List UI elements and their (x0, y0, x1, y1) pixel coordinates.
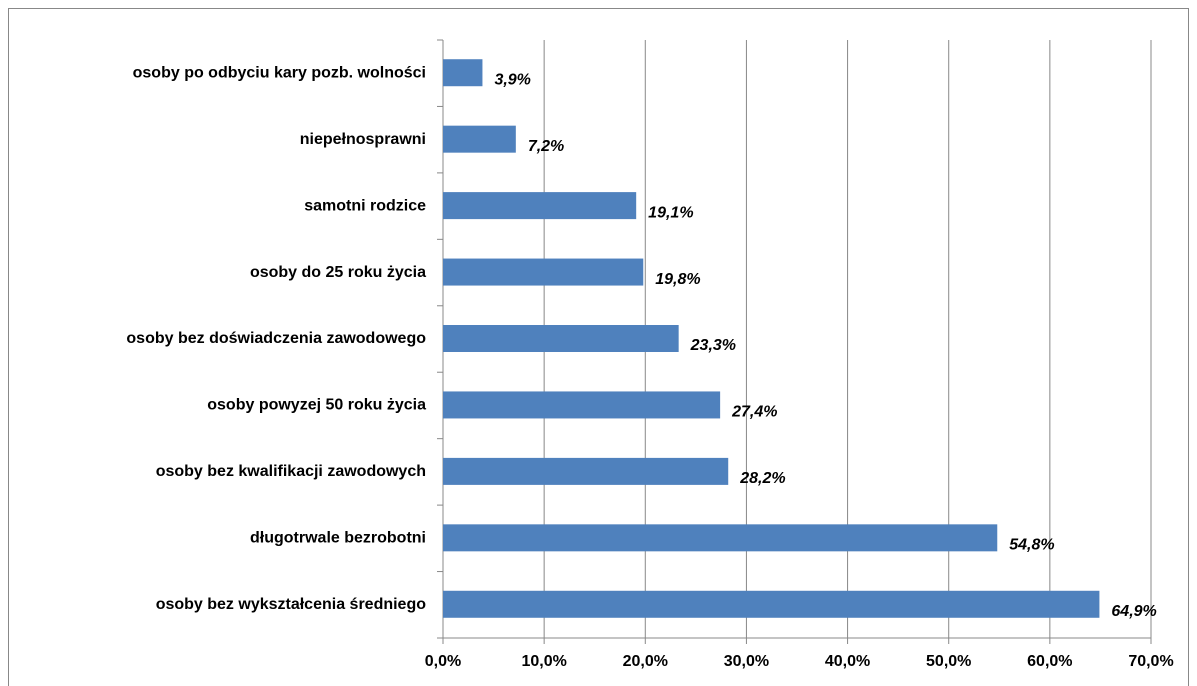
value-label: 23,3% (690, 337, 736, 354)
value-label: 64,9% (1111, 603, 1156, 620)
chart-frame (8, 8, 1189, 686)
value-label: 27,4% (731, 404, 777, 421)
bar (443, 457, 729, 485)
y-tick-label: niepełnosprawni (300, 131, 426, 148)
y-tick-label: osoby po odbyciu kary pozb. wolności (133, 64, 426, 81)
x-tick-label: 10,0% (521, 653, 566, 670)
value-label: 19,8% (655, 271, 700, 288)
y-tick-label: osoby do 25 roku życia (250, 264, 426, 281)
value-label: 3,9% (494, 71, 530, 88)
bar (443, 258, 644, 286)
y-tick-label: osoby bez wykształcenia średniego (156, 596, 427, 613)
bar (443, 391, 721, 419)
x-tick-label: 0,0% (425, 653, 461, 670)
value-label: 54,8% (1009, 537, 1054, 554)
value-label: 7,2% (528, 138, 564, 155)
x-tick-label: 20,0% (623, 653, 668, 670)
x-tick-label: 30,0% (724, 653, 769, 670)
y-tick-label: osoby bez kwalifikacji zawodowych (156, 463, 426, 480)
x-tick-label: 70,0% (1128, 653, 1173, 670)
bar (443, 524, 998, 552)
y-tick-label: osoby powyzej 50 roku życia (207, 397, 426, 414)
y-tick-label: samotni rodzice (304, 197, 426, 214)
x-tick-label: 60,0% (1027, 653, 1072, 670)
value-label: 19,1% (648, 204, 693, 221)
y-tick-label: osoby bez doświadczenia zawodowego (126, 330, 426, 347)
y-tick-label: długotrwale bezrobotni (250, 530, 426, 547)
bar (443, 192, 637, 220)
x-tick-label: 40,0% (825, 653, 870, 670)
bar (443, 325, 679, 352)
value-label: 28,2% (739, 470, 785, 487)
x-tick-label: 50,0% (926, 653, 971, 670)
bar (443, 590, 1100, 618)
bar (443, 59, 483, 87)
bar (443, 125, 516, 153)
